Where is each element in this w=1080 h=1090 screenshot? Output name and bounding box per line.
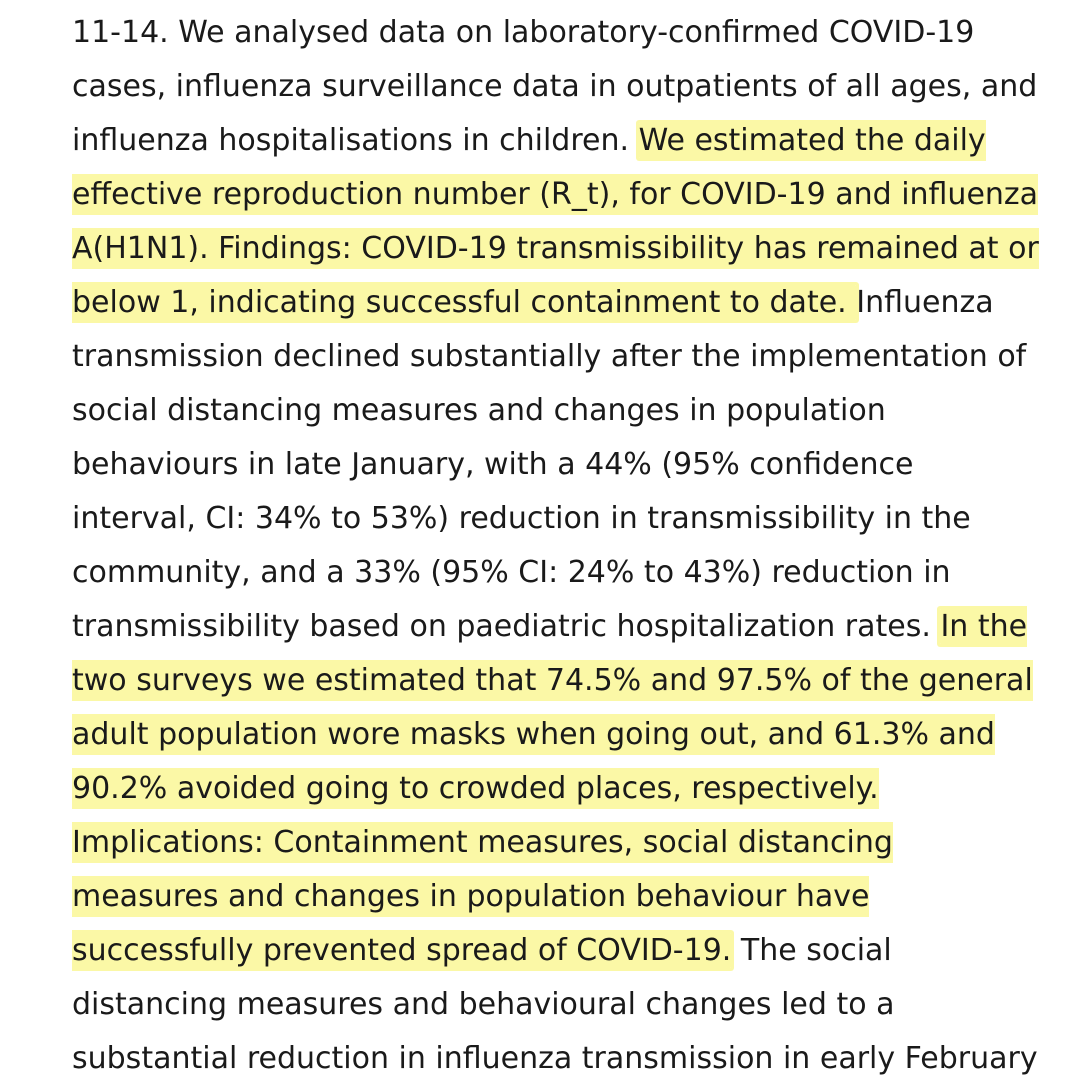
body-text-plain-2: Influenza transmission declined substant… bbox=[72, 285, 1026, 644]
document-page: 11-14. We analysed data on laboratory-co… bbox=[0, 0, 1080, 1090]
body-paragraph: 11-14. We analysed data on laboratory-co… bbox=[72, 6, 1040, 1090]
highlighted-text-2: In the two surveys we estimated that 74.… bbox=[72, 609, 1033, 968]
